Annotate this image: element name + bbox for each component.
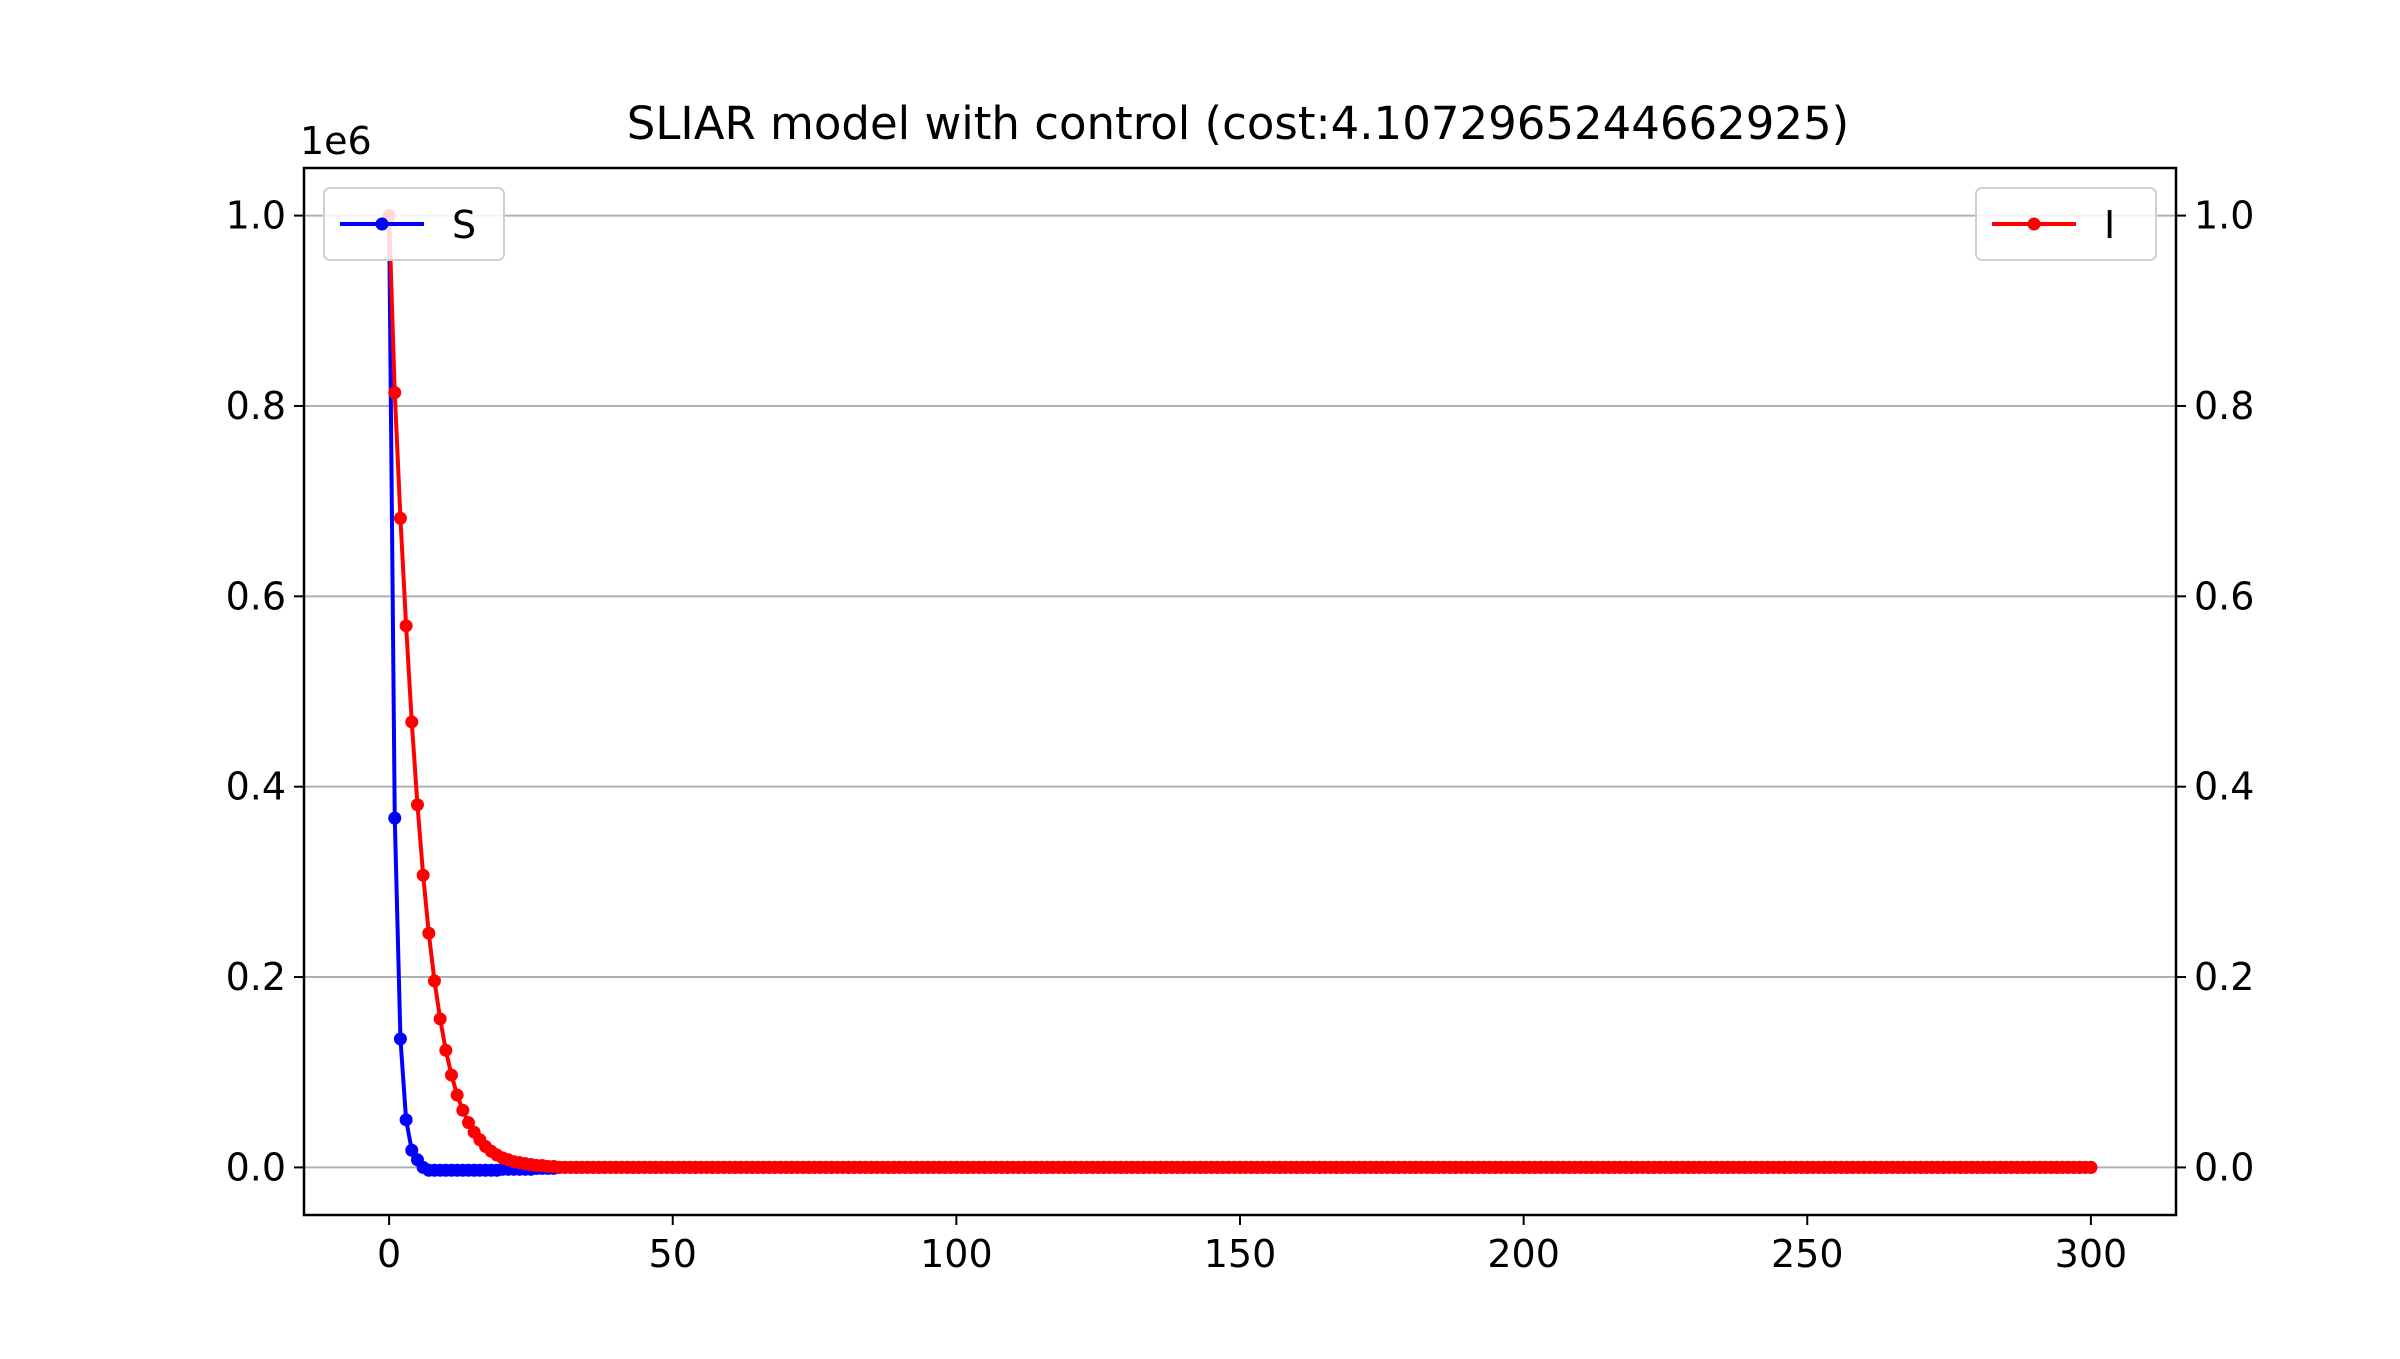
x-tick-label: 250: [1771, 1232, 1844, 1276]
y-tick-label-left: 0.0: [226, 1145, 286, 1189]
y-axis-multiplier-label: 1e6: [300, 119, 372, 163]
data-point-I: [462, 1116, 476, 1130]
x-tick-label: 200: [1487, 1232, 1560, 1276]
data-point-I: [427, 974, 441, 988]
y-tick-label-left: 0.6: [226, 574, 286, 618]
data-point-I: [410, 798, 424, 812]
data-point-I: [416, 868, 430, 882]
y-tick-label-left: 0.8: [226, 384, 286, 428]
data-point-I: [450, 1088, 464, 1102]
legend-marker: [375, 217, 389, 231]
data-point-I: [439, 1043, 453, 1057]
data-point-I: [444, 1068, 458, 1082]
chart-title: SLIAR model with control (cost:4.1072965…: [627, 97, 1849, 150]
y-tick-label-right: 0.0: [2194, 1145, 2254, 1189]
y-tick-label-right: 0.4: [2194, 765, 2254, 809]
y-tick-label-left: 0.4: [226, 765, 286, 809]
gridlines: [304, 214, 2176, 1169]
y-tick-label-right: 0.6: [2194, 574, 2254, 618]
data-point-I: [393, 511, 407, 525]
y-tick-label-right: 1.0: [2194, 194, 2254, 238]
data-point-I: [422, 926, 436, 940]
data-point-S: [399, 1113, 413, 1127]
data-point-S: [393, 1032, 407, 1046]
legend-S: S: [323, 187, 505, 261]
legend-I: I: [1975, 187, 2157, 261]
data-point-I: [388, 386, 402, 400]
y-tick-label-left: 0.2: [226, 955, 286, 999]
data-point-I: [399, 619, 413, 633]
x-tick-label: 50: [649, 1232, 697, 1276]
data-point-I: [433, 1012, 447, 1026]
legend-label: S: [452, 203, 476, 247]
x-tick-label: 100: [920, 1232, 993, 1276]
x-tick-label: 300: [2055, 1232, 2128, 1276]
data-point-S: [405, 1143, 419, 1157]
data-point-I: [2084, 1160, 2098, 1174]
legend-label: I: [2104, 203, 2115, 247]
plot-frame: [302, 166, 2178, 1217]
series-layer: [382, 209, 2098, 1177]
legend-marker: [2027, 217, 2041, 231]
x-tick-label: 150: [1204, 1232, 1277, 1276]
data-point-I: [456, 1103, 470, 1117]
x-tick-label: 0: [377, 1232, 401, 1276]
series-line-S: [387, 215, 2091, 1173]
axes: 0.0 0.0 0.2 0.2 0.4 0.4 0.6 0.6 0.8 0.8 1.0 1.0 0 50 1…: [226, 194, 2255, 1276]
y-tick-label-right: 0.8: [2194, 384, 2254, 428]
series-line-I: [387, 215, 2091, 1170]
data-point-S: [388, 811, 402, 825]
y-tick-label-right: 0.2: [2194, 955, 2254, 999]
series-I: [382, 209, 2098, 1174]
data-point-I: [405, 715, 419, 729]
y-tick-label-left: 1.0: [226, 194, 286, 238]
series-S: [382, 209, 2098, 1177]
